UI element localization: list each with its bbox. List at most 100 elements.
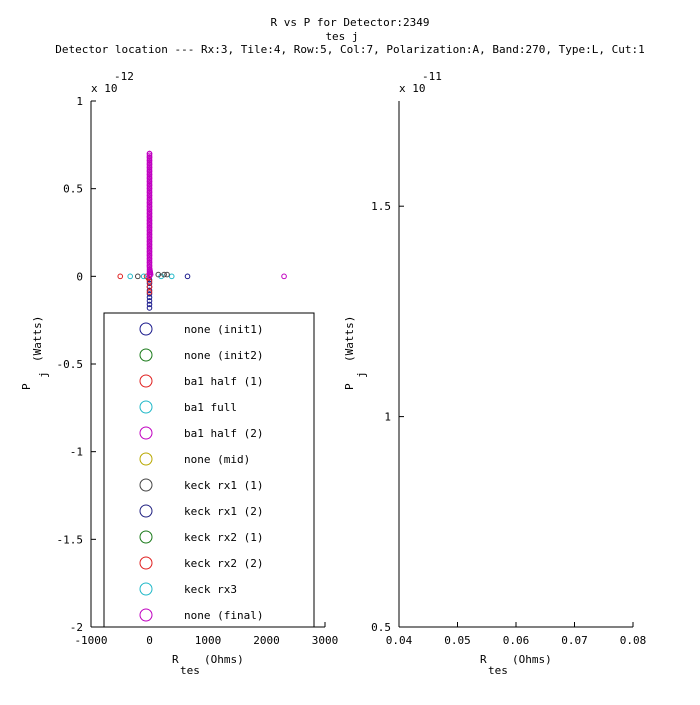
left-data-point: [146, 159, 153, 166]
left-x-label-sub: tes: [180, 664, 200, 677]
left-data-point: [146, 161, 153, 167]
right-x-label-sub: tes: [488, 664, 508, 677]
right-y-tick-label: 1.5: [371, 200, 391, 213]
legend-marker: [139, 530, 153, 544]
legend-box: [103, 312, 315, 628]
left-data-point: [146, 219, 153, 225]
left-data-point: [146, 213, 153, 220]
left-data-point: [146, 240, 153, 246]
left-data-point: [146, 206, 153, 213]
right-y-tick-label: 0.5: [371, 621, 391, 634]
left-y-exponent: -12: [114, 70, 134, 83]
left-data-point: [146, 150, 153, 157]
left-y-tick-label: -2: [70, 621, 83, 634]
left-y-label-unit: (Watts): [31, 316, 44, 362]
left-data-point: [146, 268, 153, 274]
left-data-point: [140, 273, 147, 280]
legend-marker: [139, 426, 153, 440]
left-y-label-sub: j: [37, 371, 50, 378]
left-data-point: [146, 238, 153, 245]
right-y-label: P: [343, 383, 356, 390]
left-data-point: [146, 194, 153, 201]
left-data-point: [146, 266, 153, 273]
left-data-point: [146, 261, 153, 267]
legend-marker: [139, 582, 153, 596]
left-data-point: [146, 156, 153, 162]
left-data-point: [146, 217, 153, 224]
left-data-point: [146, 273, 153, 280]
left-x-label-unit: (Ohms): [204, 653, 244, 666]
left-data-point: [146, 250, 153, 257]
left-data-point: [146, 227, 153, 234]
left-data-point: [146, 305, 153, 311]
left-data-point: [146, 212, 153, 218]
left-data-point: [164, 271, 170, 278]
left-data-point: [146, 291, 153, 297]
left-data-point: [146, 152, 153, 159]
legend-label: none (init1): [184, 323, 263, 336]
right-y-label-unit: (Watts): [343, 316, 356, 362]
left-data-point: [146, 171, 153, 178]
left-y-exponent-base: x 10: [91, 82, 118, 95]
left-x-tick-label: 1000: [195, 634, 222, 647]
left-y-label: P: [20, 383, 33, 390]
left-x-tick-label: 2000: [253, 634, 280, 647]
left-data-point: [146, 252, 153, 259]
legend-marker: [139, 348, 153, 362]
left-data-point: [161, 271, 167, 278]
right-y-label-sub: j: [355, 371, 368, 378]
right-x-tick-label: 0.04: [386, 634, 413, 647]
left-x-tick-label: -1000: [74, 634, 107, 647]
legend-label: ba1 half (1): [184, 375, 263, 388]
left-data-point: [168, 273, 175, 280]
left-y-tick-label: 1: [76, 95, 83, 108]
left-data-point: [146, 263, 153, 269]
right-y-tick-label: 1: [384, 411, 391, 424]
left-data-point: [146, 166, 153, 173]
left-data-point: [146, 236, 153, 243]
left-data-point: [146, 170, 153, 176]
legend-label: none (mid): [184, 453, 250, 466]
left-data-point: [146, 289, 153, 295]
left-data-point: [146, 178, 153, 185]
left-data-point: [146, 164, 153, 171]
legend-marker: [139, 374, 153, 388]
left-plot: x 10 -12 -1000 0 1000 2000 3000 -2 -1.5 -1 -0.5 0…: [20, 70, 338, 677]
legend-marker: [139, 478, 153, 492]
legend-label: keck rx2 (1): [184, 531, 263, 544]
left-x-tick-label: 3000: [312, 634, 339, 647]
right-y-exponent-base: x 10: [399, 82, 426, 95]
left-data-point: [146, 247, 153, 253]
left-y-tick-label: -1: [70, 446, 83, 459]
left-data-point: [146, 271, 153, 278]
chart-title-subscripts: tes j: [325, 30, 358, 43]
left-data-point: [146, 173, 153, 180]
left-data-point: [146, 226, 153, 232]
legend-marker: [139, 608, 153, 622]
left-data-point: [146, 192, 153, 199]
left-data-point: [146, 257, 153, 264]
left-data-point: [146, 248, 153, 255]
left-data-point: [146, 196, 153, 202]
right-y-exponent: -11: [422, 70, 442, 83]
left-data-point: [146, 270, 153, 276]
left-data-point: [146, 185, 153, 192]
left-data-point: [146, 191, 153, 197]
left-data-point: [146, 222, 153, 229]
right-x-label: R: [480, 653, 487, 666]
right-x-tick-label: 0.05: [444, 634, 471, 647]
left-data-point: [146, 301, 153, 308]
left-data-point: [135, 273, 141, 280]
left-y-tick-label: 0: [76, 270, 83, 283]
detector-location: Detector location --- Rx:3, Tile:4, Row:…: [55, 43, 644, 56]
legend-marker: [139, 322, 153, 336]
legend-marker: [139, 452, 153, 466]
left-data-point: [146, 243, 153, 250]
left-data-point: [146, 198, 153, 204]
right-x-label-unit: (Ohms): [512, 653, 552, 666]
left-data-point: [146, 182, 153, 188]
left-data-point: [146, 163, 153, 169]
left-data-point: [146, 259, 153, 266]
left-data-point: [146, 184, 153, 190]
